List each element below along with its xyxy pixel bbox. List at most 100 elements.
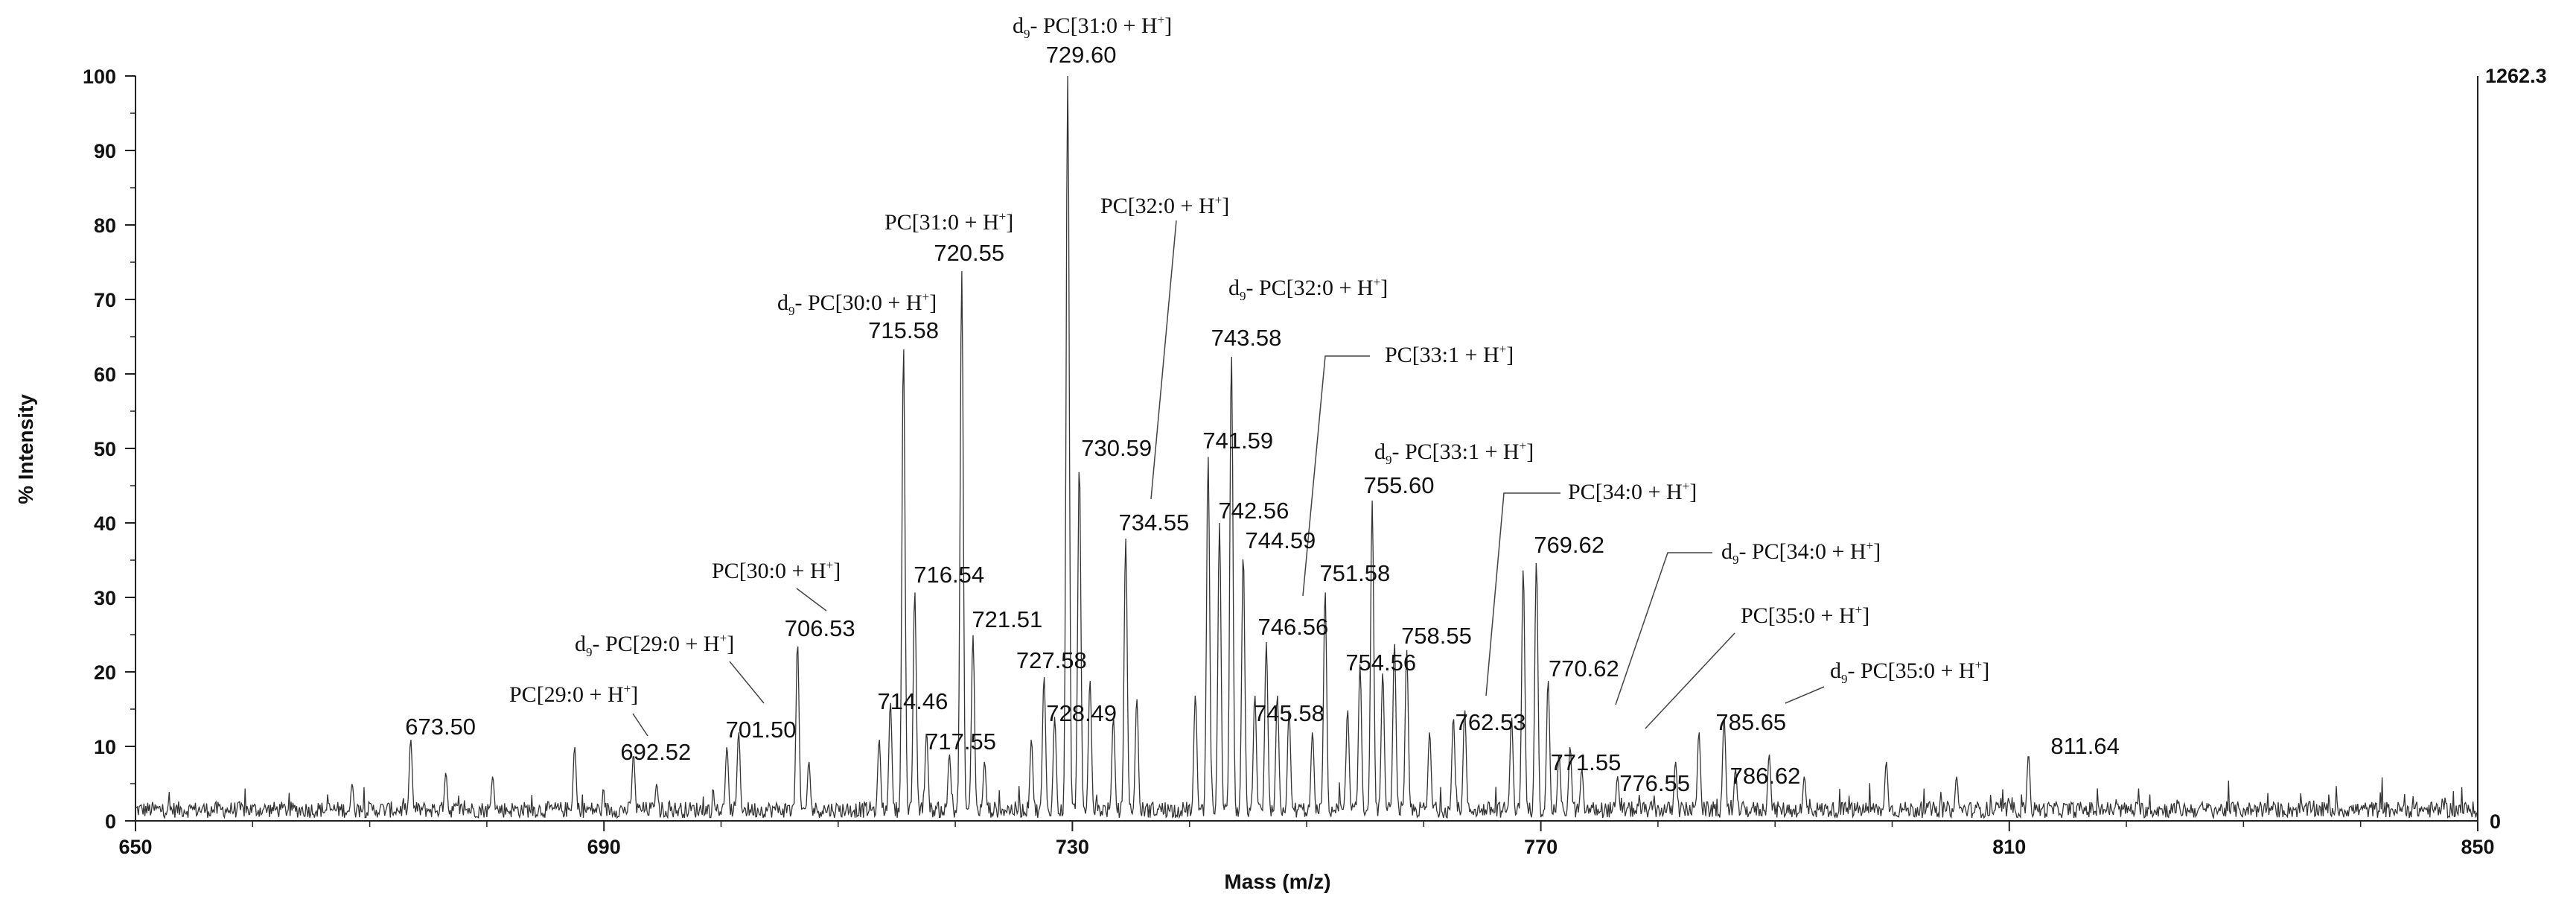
annotation-leader-line bbox=[729, 661, 765, 704]
right-axis-min-label: 0 bbox=[2490, 810, 2501, 833]
spectrum-line bbox=[135, 75, 2478, 820]
annotation-end: ] bbox=[727, 632, 734, 656]
y-tick-label: 0 bbox=[105, 810, 116, 833]
y-tick-label: 20 bbox=[94, 661, 116, 684]
annotation-text: PC[34:0 + H bbox=[1568, 480, 1683, 504]
y-tick-label: 70 bbox=[94, 289, 116, 311]
peak-label: 776.55 bbox=[1619, 770, 1690, 796]
annotation-subscript: 9 bbox=[1732, 553, 1739, 567]
peak-label: 692.52 bbox=[620, 739, 691, 765]
annotation-superscript: + bbox=[1374, 275, 1381, 289]
annotation-text: PC[33:1 + H bbox=[1385, 343, 1499, 367]
lipid-annotation: PC[33:1 + H+] bbox=[1385, 342, 1514, 367]
annotation-end: ] bbox=[929, 291, 937, 315]
peak-label: 741.59 bbox=[1202, 428, 1273, 454]
annotation-end: ] bbox=[1006, 210, 1013, 235]
y-tick-label: 100 bbox=[83, 66, 116, 88]
annotation-text: PC[30:0 + H bbox=[712, 559, 826, 583]
annotation-text: PC[29:0 + H bbox=[509, 682, 624, 707]
annotation-superscript: + bbox=[1866, 539, 1874, 553]
spectrum-trace bbox=[135, 75, 2478, 820]
lipid-annotation: PC[35:0 + H+] bbox=[1741, 603, 1869, 628]
annotation-superscript: + bbox=[1499, 342, 1507, 356]
lipid-annotation: d9- PC[30:0 + H+] bbox=[777, 290, 937, 318]
annotation-text: PC[35:0 + H bbox=[1741, 603, 1855, 628]
peak-label: 714.46 bbox=[878, 688, 949, 714]
peak-label: 706.53 bbox=[785, 615, 855, 641]
annotation-superscript: + bbox=[1215, 193, 1222, 207]
peak-label: 721.51 bbox=[972, 606, 1042, 632]
annotation-subscript: 9 bbox=[1240, 289, 1246, 303]
annotation-end: ] bbox=[1689, 480, 1697, 504]
annotation-leader-line bbox=[1615, 552, 1712, 705]
annotation-end: ] bbox=[1506, 343, 1514, 367]
annotation-superscript: + bbox=[624, 682, 631, 696]
lipid-annotation: PC[32:0 + H+] bbox=[1100, 193, 1229, 218]
annotation-text: - PC[34:0 + H bbox=[1739, 539, 1866, 564]
annotation-prefix: d bbox=[1830, 658, 1841, 683]
peak-label: 734.55 bbox=[1119, 510, 1190, 536]
annotation-prefix: d bbox=[1228, 276, 1240, 300]
lipid-annotation: d9- PC[32:0 + H+] bbox=[1228, 275, 1388, 303]
annotation-superscript: + bbox=[1855, 603, 1863, 617]
x-tick-label: 730 bbox=[1056, 836, 1089, 858]
lipid-annotations: d9- PC[31:0 + H+]PC[31:0 + H+]PC[32:0 + … bbox=[509, 13, 1989, 707]
annotation-subscript: 9 bbox=[1024, 27, 1030, 41]
annotation-text: - PC[31:0 + H bbox=[1030, 13, 1158, 38]
lipid-annotation: PC[31:0 + H+] bbox=[884, 209, 1013, 235]
peak-label: 745.58 bbox=[1254, 700, 1324, 726]
peak-label: 727.58 bbox=[1016, 647, 1087, 673]
lipid-annotation: d9- PC[35:0 + H+] bbox=[1830, 658, 1989, 686]
annotation-subscript: 9 bbox=[1841, 672, 1848, 686]
x-tick-label: 770 bbox=[1524, 836, 1558, 858]
annotation-leader-line bbox=[1150, 220, 1177, 500]
peak-label: 758.55 bbox=[1401, 623, 1472, 649]
lipid-annotation: d9- PC[33:1 + H+] bbox=[1374, 439, 1534, 467]
peak-label: 751.58 bbox=[1319, 560, 1390, 586]
y-tick-label: 40 bbox=[94, 512, 116, 535]
peak-label: 746.56 bbox=[1257, 614, 1328, 640]
annotation-text: PC[31:0 + H bbox=[884, 210, 999, 235]
annotation-prefix: d bbox=[777, 291, 788, 315]
annotation-leader-line bbox=[1302, 355, 1370, 597]
annotation-prefix: d bbox=[1013, 13, 1024, 38]
annotation-prefix: d bbox=[575, 632, 586, 656]
annotation-prefix: d bbox=[1721, 539, 1732, 564]
peak-label: 717.55 bbox=[925, 729, 996, 755]
annotation-leader-line bbox=[1785, 686, 1825, 704]
y-tick-label: 60 bbox=[94, 364, 116, 386]
annotation-text: - PC[32:0 + H bbox=[1246, 276, 1374, 300]
x-ticks: 650 690 730 770 810 850 bbox=[118, 821, 2495, 858]
annotation-text: PC[32:0 + H bbox=[1100, 194, 1215, 218]
x-tick-label: 690 bbox=[587, 836, 621, 858]
peak-label: 720.55 bbox=[934, 240, 1004, 266]
annotation-superscript: + bbox=[999, 209, 1007, 223]
x-tick-label: 650 bbox=[118, 836, 152, 858]
annotation-text: - PC[30:0 + H bbox=[795, 291, 922, 315]
annotation-leader-line bbox=[1645, 632, 1735, 729]
annotation-end: ] bbox=[1526, 439, 1534, 464]
peak-label: 728.49 bbox=[1046, 700, 1117, 726]
y-tick-label: 80 bbox=[94, 215, 116, 237]
annotation-end: ] bbox=[631, 682, 638, 707]
peak-label: 729.60 bbox=[1046, 42, 1117, 68]
lipid-annotation: PC[34:0 + H+] bbox=[1568, 479, 1697, 504]
annotation-end: ] bbox=[833, 559, 841, 583]
annotation-text: - PC[35:0 + H bbox=[1848, 658, 1975, 683]
x-axis-title: Mass (m/z) bbox=[1224, 870, 1330, 893]
peak-label: 769.62 bbox=[1534, 532, 1604, 558]
annotation-end: ] bbox=[1222, 194, 1229, 218]
annotation-superscript: + bbox=[1975, 658, 1983, 672]
peak-label: 730.59 bbox=[1081, 435, 1152, 461]
lipid-annotation: d9- PC[29:0 + H+] bbox=[575, 631, 734, 659]
x-tick-label: 810 bbox=[1992, 836, 2026, 858]
annotation-superscript: + bbox=[1520, 439, 1527, 453]
peak-label: 771.55 bbox=[1551, 749, 1622, 775]
lipid-annotation: d9- PC[31:0 + H+] bbox=[1013, 13, 1172, 41]
peak-label: 701.50 bbox=[726, 717, 797, 743]
annotation-leader-line bbox=[1485, 492, 1560, 696]
annotation-end: ] bbox=[1982, 658, 1989, 683]
lipid-annotation: PC[30:0 + H+] bbox=[712, 558, 841, 583]
y-tick-label: 30 bbox=[94, 587, 116, 609]
